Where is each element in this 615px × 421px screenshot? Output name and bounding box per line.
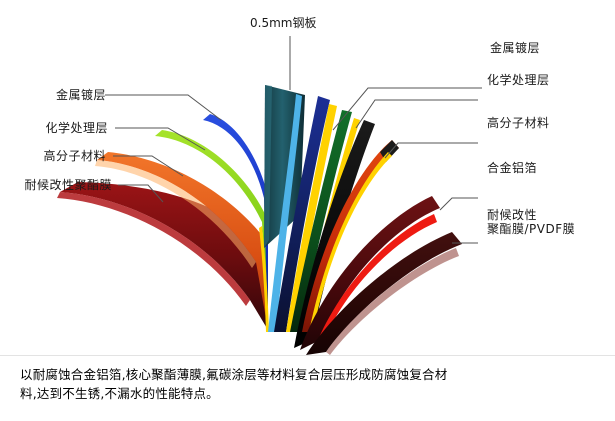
center-band-light-blue: [268, 94, 302, 332]
caption-line-1: 以耐腐蚀合金铝箔,核心聚酯薄膜,氟碳涂层等材料复合层压形成防腐蚀复合材: [20, 367, 448, 382]
leader-left-3: [113, 155, 184, 177]
left-separator-yellow: [259, 226, 269, 332]
leader-left-1: [105, 94, 222, 121]
leader-left-2: [115, 127, 206, 151]
caption-divider: [0, 355, 615, 356]
leader-lines-group: [105, 36, 482, 244]
label-right-chemical-layer: 化学处理层: [487, 73, 550, 87]
label-left-chemical-layer: 化学处理层: [45, 121, 108, 135]
layered-fan-illustration: [57, 36, 482, 355]
center-band-yellow-1: [286, 104, 337, 332]
steel-plate-highlight: [264, 85, 272, 248]
left-fan-group: [57, 114, 269, 332]
left-band-dark-red: [60, 182, 268, 330]
leader-right-4: [439, 197, 478, 211]
label-right-alloy-aluminum-foil: 合金铝箔: [487, 161, 538, 175]
right-band-brown: [306, 232, 462, 355]
diagram-canvas: 0.5mm钢板 金属镀层 化学处理层 高分子材料 耐候改性聚酯膜 金属镀层 化学…: [24, 16, 576, 355]
left-band-orange: [97, 152, 268, 330]
center-band-navy: [274, 96, 330, 332]
left-band-green: [155, 130, 268, 330]
leader-right-2: [355, 99, 478, 129]
label-left-polymer-material: 高分子材料: [43, 149, 106, 163]
label-left-weather-resistant-polyester-film: 耐候改性聚酯膜: [24, 178, 112, 192]
right-band-maroon: [300, 196, 440, 350]
label-right-polymer-material: 高分子材料: [487, 116, 550, 130]
right-band-orange-red: [302, 140, 399, 332]
right-band-maroon-red-edge: [318, 214, 437, 344]
right-fan-group: [300, 140, 462, 355]
label-right-weather-resistant-film-line1: 耐候改性: [487, 208, 538, 222]
caption-band: 以耐腐蚀合金铝箔,核心聚酯薄膜,氟碳涂层等材料复合层压形成防腐蚀复合材 料,达到…: [0, 355, 615, 421]
label-steel-plate: 0.5mm钢板: [250, 16, 317, 30]
label-right-metal-coating: 金属镀层: [490, 41, 541, 55]
label-right-weather-resistant-film-line2: 聚酯膜/PVDF膜: [487, 222, 576, 236]
right-band-brown-edge: [326, 248, 459, 355]
caption-line-2: 料,达到不生锈,不漏水的性能特点。: [20, 386, 219, 401]
label-left-metal-coating: 金属镀层: [55, 88, 106, 102]
leader-left-4: [118, 184, 164, 203]
center-band-dark-green: [290, 110, 352, 332]
caption-text-block: 以耐腐蚀合金铝箔,核心聚酯薄膜,氟碳涂层等材料复合层压形成防腐蚀复合材 料,达到…: [20, 365, 600, 403]
leader-right-1: [332, 87, 482, 131]
leader-right-3: [384, 142, 478, 159]
